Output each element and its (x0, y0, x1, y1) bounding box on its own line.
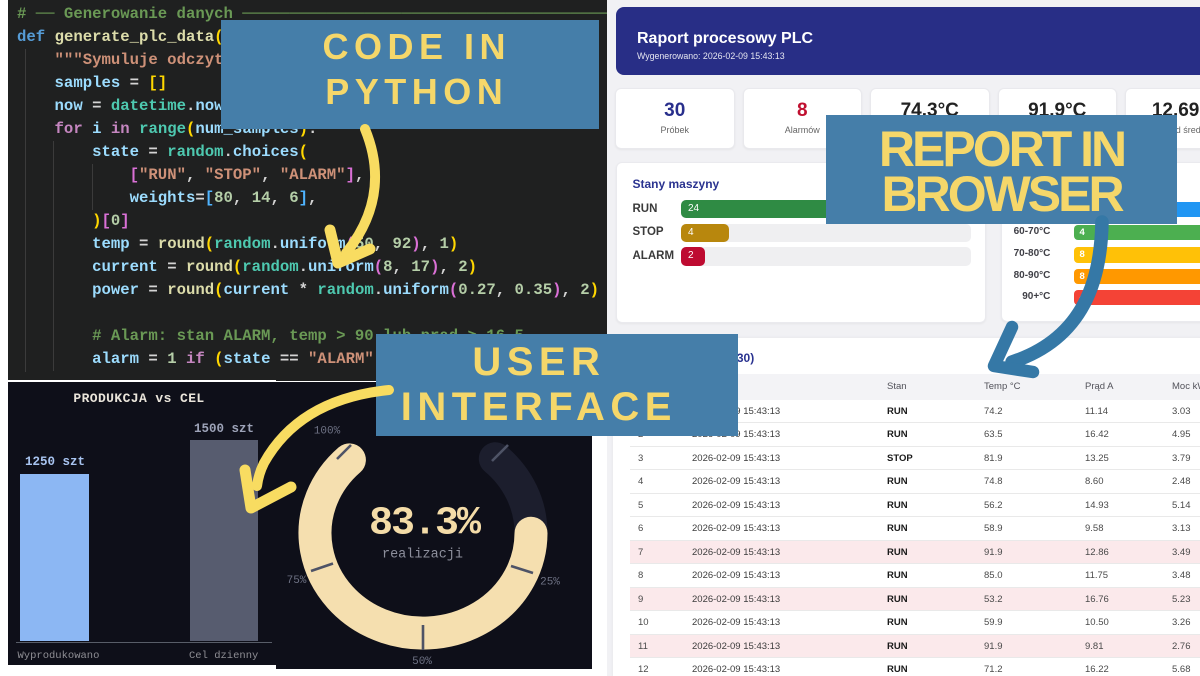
svg-text:25%: 25% (540, 577, 560, 589)
svg-text:83.3%: 83.3% (369, 502, 482, 547)
svg-text:50%: 50% (412, 656, 432, 668)
svg-text:75%: 75% (287, 575, 307, 587)
svg-text:realizacji: realizacji (382, 548, 463, 563)
svg-text:100%: 100% (314, 426, 341, 438)
